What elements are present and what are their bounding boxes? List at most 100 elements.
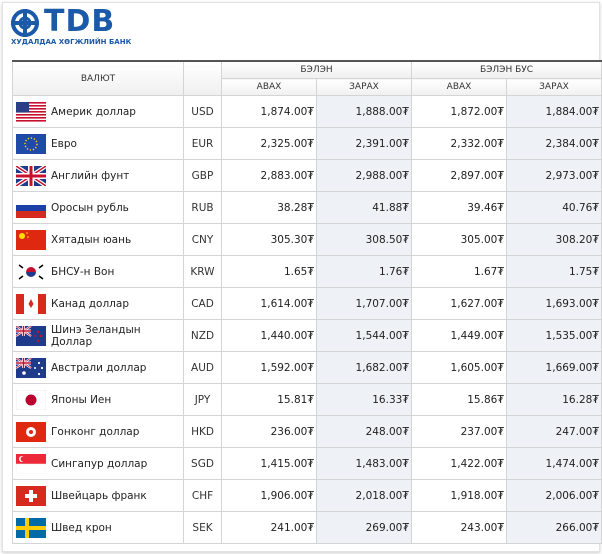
flag-cell bbox=[12, 159, 49, 192]
rate-row: Японы Иен JPY 15.81₮ 16.33₮ 15.86₮ 16.28₮ bbox=[12, 383, 602, 416]
flag-cell bbox=[12, 447, 49, 480]
flag-icon bbox=[16, 389, 46, 410]
rate-value: 1,422.00₮ bbox=[411, 447, 507, 480]
rate-value: 16.33₮ bbox=[316, 383, 412, 416]
rate-value: 1,535.00₮ bbox=[506, 319, 602, 352]
currency-name: Австрали доллар bbox=[49, 351, 184, 384]
rate-value: 1,874.00₮ bbox=[221, 95, 317, 128]
currency-name: Швейцарь франк bbox=[49, 479, 184, 512]
rate-value: 236.00₮ bbox=[221, 415, 317, 448]
rate-row: Швед крон SEK 241.00₮ 269.00₮ 243.00₮ 266.00₮ bbox=[12, 511, 602, 544]
logo: TDB ХУДАЛДАА ХӨГЖЛИЙН БАНК bbox=[10, 4, 131, 46]
flag-icon bbox=[16, 485, 46, 506]
rate-value: 1,669.00₮ bbox=[506, 351, 602, 384]
flag-cell bbox=[12, 383, 49, 416]
currency-code: CAD bbox=[183, 287, 222, 320]
rate-value: 2,883.00₮ bbox=[221, 159, 317, 192]
rate-value: 2,391.00₮ bbox=[316, 127, 412, 160]
currency-name: Америк доллар bbox=[49, 95, 184, 128]
currency-name: Шинэ Зеландын Доллар bbox=[49, 319, 184, 352]
flag-cell bbox=[12, 191, 49, 224]
rate-value: 308.20₮ bbox=[506, 223, 602, 256]
flag-cell bbox=[12, 255, 49, 288]
group-header: БЭЛЭН БУС bbox=[411, 60, 602, 79]
rate-value: 15.81₮ bbox=[221, 383, 317, 416]
currency-code: AUD bbox=[183, 351, 222, 384]
rate-value: 1,682.00₮ bbox=[316, 351, 412, 384]
rate-value: 1,614.00₮ bbox=[221, 287, 317, 320]
flag-icon bbox=[16, 261, 46, 282]
flag-icon bbox=[16, 101, 46, 122]
rate-value: 1,627.00₮ bbox=[411, 287, 507, 320]
rate-value: 1,918.00₮ bbox=[411, 479, 507, 512]
rate-value: 1,884.00₮ bbox=[506, 95, 602, 128]
currency-code: USD bbox=[183, 95, 222, 128]
rate-value: 269.00₮ bbox=[316, 511, 412, 544]
rate-row: БНСУ-н Вон KRW 1.65₮ 1.76₮ 1.67₮ 1.75₮ bbox=[12, 255, 602, 288]
rate-value: 2,018.00₮ bbox=[316, 479, 412, 512]
rate-row: Канад доллар CAD 1,614.00₮ 1,707.00₮ 1,627.0… bbox=[12, 287, 602, 320]
rate-value: 2,006.00₮ bbox=[506, 479, 602, 512]
sub-header: АВАХ bbox=[411, 78, 507, 96]
sub-header: ЗАРАХ bbox=[316, 78, 412, 96]
flag-cell bbox=[12, 319, 49, 352]
currency-name: Канад доллар bbox=[49, 287, 184, 320]
flag-cell bbox=[12, 127, 49, 160]
flag-icon bbox=[16, 133, 46, 154]
flag-icon bbox=[16, 421, 46, 442]
rate-value: 1.67₮ bbox=[411, 255, 507, 288]
rate-value: 1,474.00₮ bbox=[506, 447, 602, 480]
rate-row: Шинэ Зеландын Доллар NZD 1,440.00₮ 1,544.00… bbox=[12, 319, 602, 352]
rate-value: 1.76₮ bbox=[316, 255, 412, 288]
currency-code: SEK bbox=[183, 511, 222, 544]
currency-code: HKD bbox=[183, 415, 222, 448]
rate-row: Сингапур доллар SGD 1,415.00₮ 1,483.00₮ 1,42… bbox=[12, 447, 602, 480]
flag-icon bbox=[16, 165, 46, 186]
sub-header: АВАХ bbox=[221, 78, 317, 96]
logo-tagline: ХУДАЛДАА ХӨГЖЛИЙН БАНК bbox=[11, 38, 132, 46]
rate-value: 1,707.00₮ bbox=[316, 287, 412, 320]
rate-row: Америк доллар USD 1,874.00₮ 1,888.00₮ 1,872.… bbox=[12, 95, 602, 128]
rate-value: 1,605.00₮ bbox=[411, 351, 507, 384]
currency-name: Хятадын юань bbox=[49, 223, 184, 256]
currency-name: БНСУ-н Вон bbox=[49, 255, 184, 288]
flag-cell bbox=[12, 95, 49, 128]
rate-value: 1,906.00₮ bbox=[221, 479, 317, 512]
currency-code: EUR bbox=[183, 127, 222, 160]
rate-value: 1,693.00₮ bbox=[506, 287, 602, 320]
rate-value: 1.75₮ bbox=[506, 255, 602, 288]
rate-value: 1,415.00₮ bbox=[221, 447, 317, 480]
rate-value: 1,440.00₮ bbox=[221, 319, 317, 352]
currency-code: RUB bbox=[183, 191, 222, 224]
flag-icon bbox=[16, 293, 46, 314]
rate-value: 266.00₮ bbox=[506, 511, 602, 544]
currency-code: KRW bbox=[183, 255, 222, 288]
rate-row: Гонконг доллар HKD 236.00₮ 248.00₮ 237.00₮ 24… bbox=[12, 415, 602, 448]
rate-value: 1,449.00₮ bbox=[411, 319, 507, 352]
flag-cell bbox=[12, 223, 49, 256]
rate-row: Хятадын юань CNY 305.30₮ 308.50₮ 305.00₮ 308.… bbox=[12, 223, 602, 256]
logo-icon bbox=[11, 9, 39, 37]
currency-name: Швед крон bbox=[49, 511, 184, 544]
rate-row: Швейцарь франк CHF 1,906.00₮ 2,018.00₮ 1,918… bbox=[12, 479, 602, 512]
group-header: БЭЛЭН bbox=[221, 60, 412, 79]
rate-value: 2,325.00₮ bbox=[221, 127, 317, 160]
rate-value: 16.28₮ bbox=[506, 383, 602, 416]
rate-value: 1.65₮ bbox=[221, 255, 317, 288]
rate-row: Оросын рубль RUB 38.28₮ 41.88₮ 39.46₮ 40.76₮ bbox=[12, 191, 602, 224]
currency-code: SGD bbox=[183, 447, 222, 480]
rate-value: 2,973.00₮ bbox=[506, 159, 602, 192]
rate-value: 248.00₮ bbox=[316, 415, 412, 448]
code-header bbox=[183, 60, 222, 96]
rate-value: 38.28₮ bbox=[221, 191, 317, 224]
flag-cell bbox=[12, 511, 49, 544]
rate-value: 237.00₮ bbox=[411, 415, 507, 448]
rate-value: 2,384.00₮ bbox=[506, 127, 602, 160]
rate-value: 15.86₮ bbox=[411, 383, 507, 416]
rate-value: 308.50₮ bbox=[316, 223, 412, 256]
currency-code: NZD bbox=[183, 319, 222, 352]
currency-code: CNY bbox=[183, 223, 222, 256]
flag-icon bbox=[16, 325, 46, 346]
rate-value: 1,888.00₮ bbox=[316, 95, 412, 128]
